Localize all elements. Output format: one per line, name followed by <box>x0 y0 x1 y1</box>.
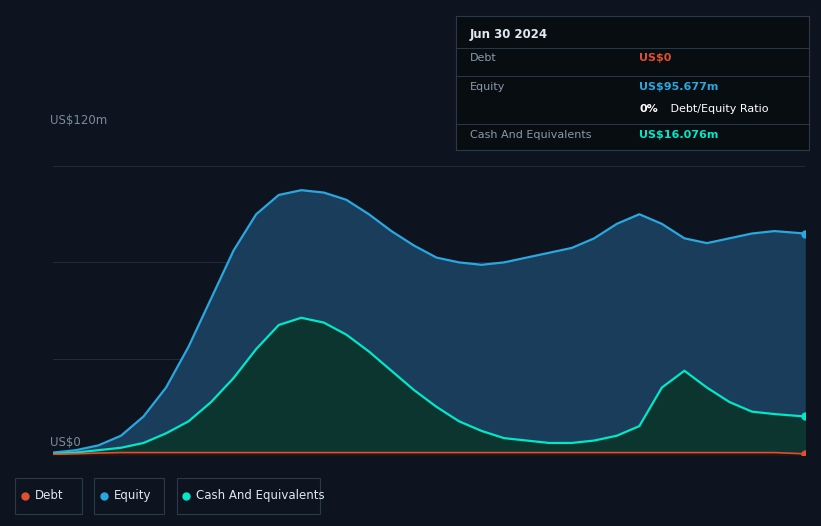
Text: Debt: Debt <box>34 489 63 502</box>
Text: Cash And Equivalents: Cash And Equivalents <box>196 489 325 502</box>
Text: Equity: Equity <box>114 489 152 502</box>
Text: US$16.076m: US$16.076m <box>640 130 718 140</box>
Text: 0%: 0% <box>640 104 658 114</box>
Text: 2021: 2021 <box>135 479 165 492</box>
Text: Equity: Equity <box>470 82 505 92</box>
Text: Jun 30 2024: Jun 30 2024 <box>470 28 548 41</box>
Text: Cash And Equivalents: Cash And Equivalents <box>470 130 591 140</box>
Text: Debt/Equity Ratio: Debt/Equity Ratio <box>667 104 769 114</box>
Text: US$120m: US$120m <box>49 114 107 127</box>
Text: US$0: US$0 <box>49 436 80 449</box>
FancyBboxPatch shape <box>94 478 164 514</box>
Text: US$0: US$0 <box>640 53 672 63</box>
Text: 2024: 2024 <box>663 479 693 492</box>
Text: 2023: 2023 <box>487 479 517 492</box>
FancyBboxPatch shape <box>177 478 320 514</box>
FancyBboxPatch shape <box>15 478 82 514</box>
Text: 2022: 2022 <box>311 479 341 492</box>
Text: US$95.677m: US$95.677m <box>640 82 718 92</box>
Text: Debt: Debt <box>470 53 497 63</box>
